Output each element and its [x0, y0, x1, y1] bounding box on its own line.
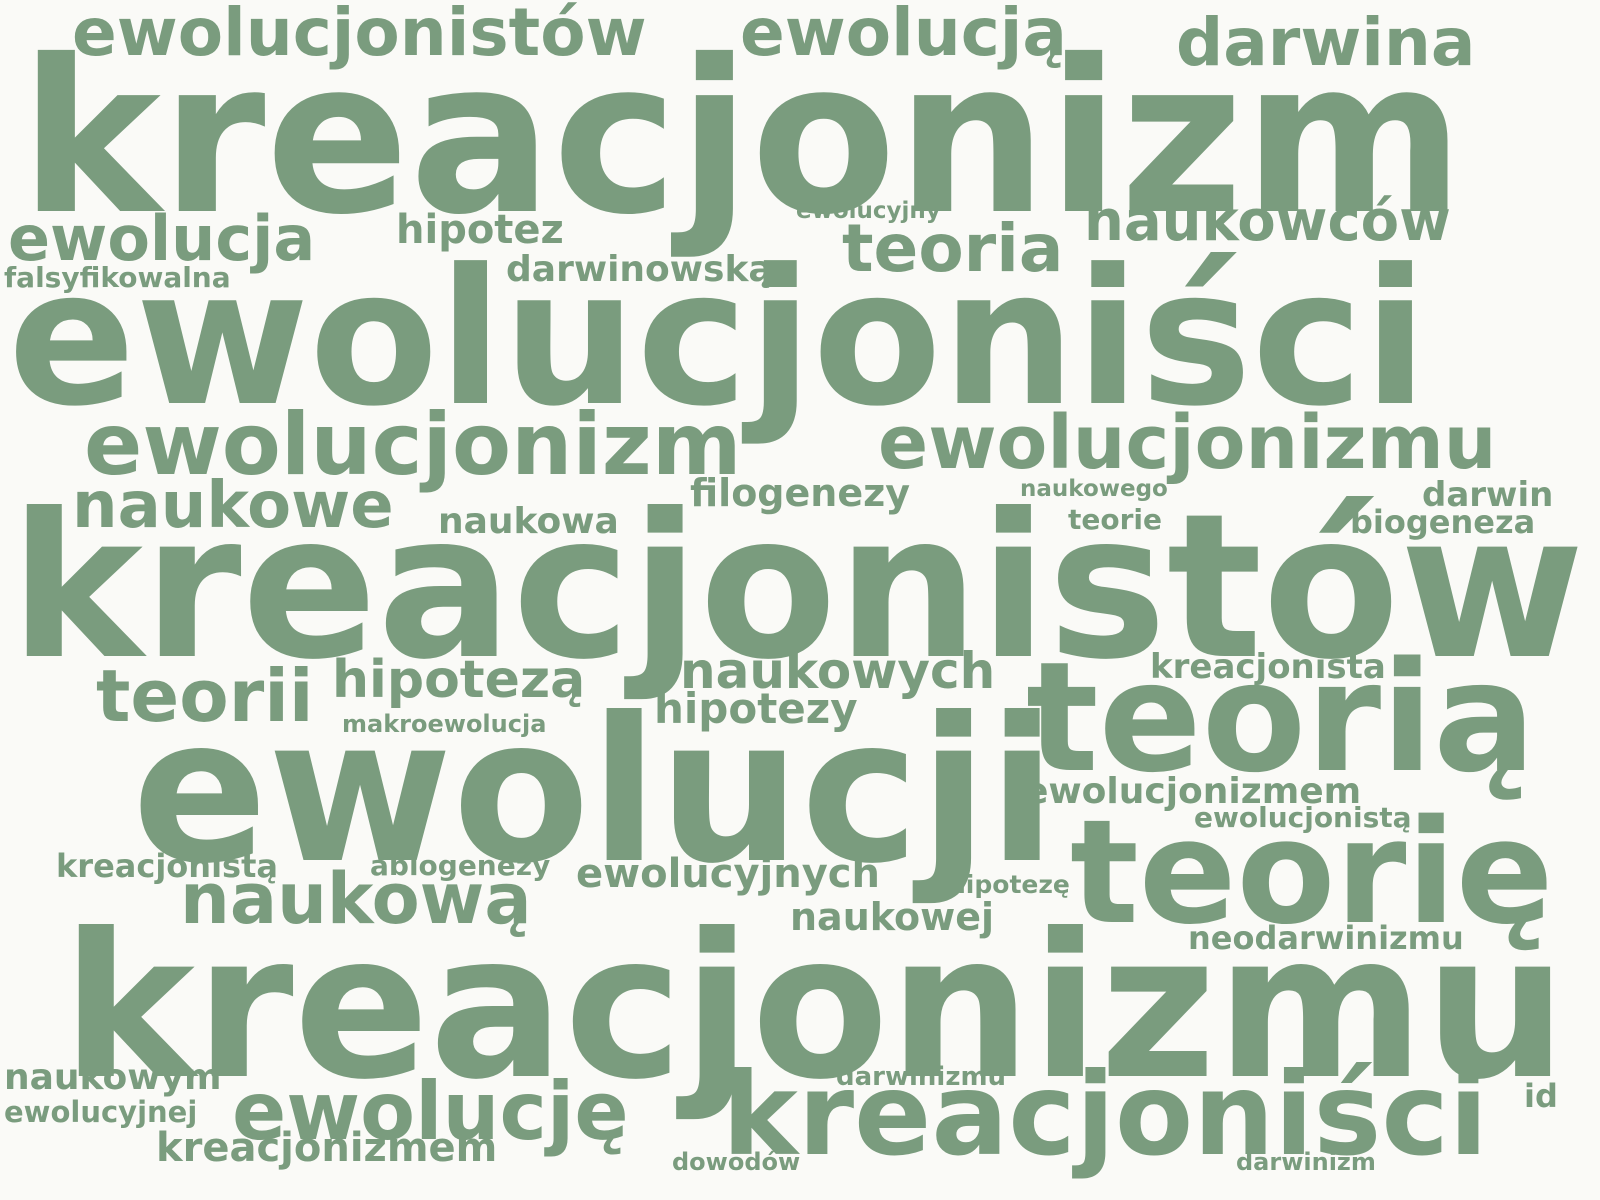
word-ewolucjonizmem: ewolucjonizmem: [1024, 771, 1362, 812]
word-ewolucyjnej: ewolucyjnej: [4, 1095, 198, 1129]
word-hipoteza-instr: hipotezą: [332, 650, 586, 710]
word-ewolucja: ewolucja: [8, 202, 316, 275]
word-teorie-acc: teorię: [1070, 788, 1554, 956]
word-teorii: teorii: [96, 654, 314, 738]
word-kreacjonista-instr: kreacjonistą: [56, 847, 278, 885]
word-teoria-instr: teorią: [1026, 629, 1536, 806]
word-ewolucjonizmu: ewolucjonizmu: [878, 400, 1497, 486]
word-ewolucje: ewolucję: [232, 1065, 629, 1158]
word-kreacjonizmem: kreacjonizmem: [156, 1125, 498, 1171]
word-naukowa-instr: naukową: [180, 858, 532, 940]
word-falsyfikowalna: falsyfikowalna: [4, 261, 231, 294]
word-biogeneza: biogeneza: [1350, 503, 1536, 541]
word-filogenezy: filogenezy: [690, 471, 910, 515]
word-hipotez: hipotez: [396, 207, 564, 253]
word-kreacjonizm: kreacjonizm: [20, 14, 1465, 261]
word-naukowym: naukowym: [4, 1057, 222, 1098]
word-hipotezy: hipotezy: [654, 684, 858, 733]
word-teorie: teorie: [1068, 503, 1163, 536]
word-kreacjonista: kreacjonista: [1150, 647, 1386, 687]
word-neodarwinizmu: neodarwinizmu: [1188, 919, 1464, 957]
word-ewolucyjnych: ewolucyjnych: [576, 851, 880, 897]
word-kreacjonizmu: kreacjonizmu: [62, 891, 1567, 1124]
word-darwinowska: darwinowską: [506, 249, 773, 290]
word-naukowcow: naukowców: [1084, 189, 1451, 254]
word-dowodow: dowodów: [672, 1148, 801, 1176]
word-ewolucjonista-instr: ewolucjonistą: [1194, 801, 1412, 834]
word-makroewolucja: makroewolucja: [342, 710, 547, 738]
word-teoria: teoria: [842, 210, 1064, 287]
word-kreacjonisci: kreacjoniści: [722, 1048, 1488, 1181]
word-naukowej: naukowej: [790, 895, 995, 939]
word-naukowa: naukowa: [438, 501, 619, 542]
word-darwinizm: darwinizm: [1236, 1148, 1376, 1176]
word-naukowe: naukowe: [72, 469, 394, 543]
word-ewolucja-instr: ewolucją: [740, 0, 1067, 71]
word-kreacjonistow: kreacjonistów: [10, 471, 1585, 704]
word-abiogenezy: abiogenezy: [370, 849, 551, 882]
word-ewolucjonizm: ewolucjonizm: [84, 395, 742, 495]
word-naukowych: naukowych: [680, 642, 996, 700]
word-id: id: [1524, 1077, 1558, 1115]
word-ewolucjonisci: ewolucjoniści: [8, 229, 1428, 448]
word-darwina: darwina: [1176, 4, 1476, 81]
word-ewolucjonistow: ewolucjonistów: [72, 0, 647, 71]
word-darwin: darwin: [1422, 475, 1554, 515]
word-ewolucyjny: ewolucyjny: [796, 198, 941, 224]
word-darwinizmu: darwinizmu: [836, 1062, 1007, 1092]
word-ewolucji: ewolucji: [132, 675, 1057, 908]
word-naukowego: naukowego: [1020, 476, 1168, 502]
word-hipoteze: hipotezę: [948, 870, 1070, 899]
